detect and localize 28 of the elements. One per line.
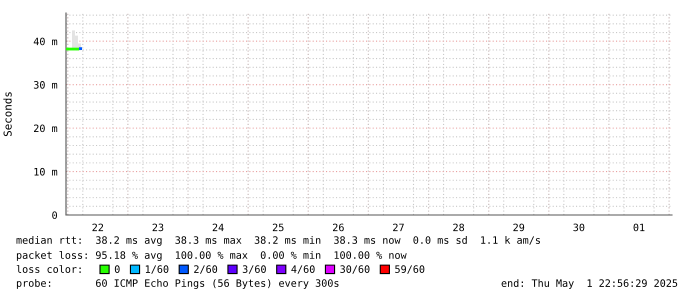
y-tick-label: 30 m	[34, 81, 58, 89]
x-tick-label: 25	[272, 224, 284, 232]
x-tick-label: 22	[92, 224, 104, 232]
x-tick-label: 24	[212, 224, 224, 232]
x-tick-label: 23	[152, 224, 164, 232]
legend-label: 4/60	[291, 265, 315, 274]
x-tick-label: 30	[573, 224, 584, 232]
x-tick-label: 29	[513, 224, 524, 232]
legend-label: 30/60	[340, 265, 370, 274]
legend-label: 59/60	[395, 265, 424, 274]
text: median rtt: 38.2 ms avg 38.3 ms max 38.2 ms min 38.3 ms now 0.0 ms sd 1.1 k am/s	[16, 236, 540, 246]
legend-label: 3/60	[242, 265, 266, 274]
y-tick-label: 40 m	[34, 38, 58, 46]
legend-label: 2/60	[194, 265, 218, 274]
text: probe: 60 ICMP Echo Pings (56 Bytes) every 300s	[16, 279, 339, 289]
legend-title: loss color:	[16, 265, 81, 273]
y-axis-title: Seconds	[3, 92, 12, 136]
y-tick-label: 20 m	[34, 124, 58, 132]
x-tick-label: 28	[453, 224, 464, 232]
text: packet loss: 95.18 % avg 100.00 % max 0.00 % min 100.00 % now	[16, 251, 407, 261]
text: end: Thu May 1 22:56:29 2025	[502, 279, 678, 289]
y-tick-label: 0	[52, 211, 58, 220]
x-tick-label: 01	[634, 224, 644, 232]
legend-label: 1/60	[146, 265, 168, 274]
y-tick-label: 10 m	[34, 168, 58, 176]
x-tick-label: 26	[333, 224, 344, 232]
x-tick-label: 27	[393, 224, 404, 232]
legend-label: 0	[114, 265, 120, 273]
